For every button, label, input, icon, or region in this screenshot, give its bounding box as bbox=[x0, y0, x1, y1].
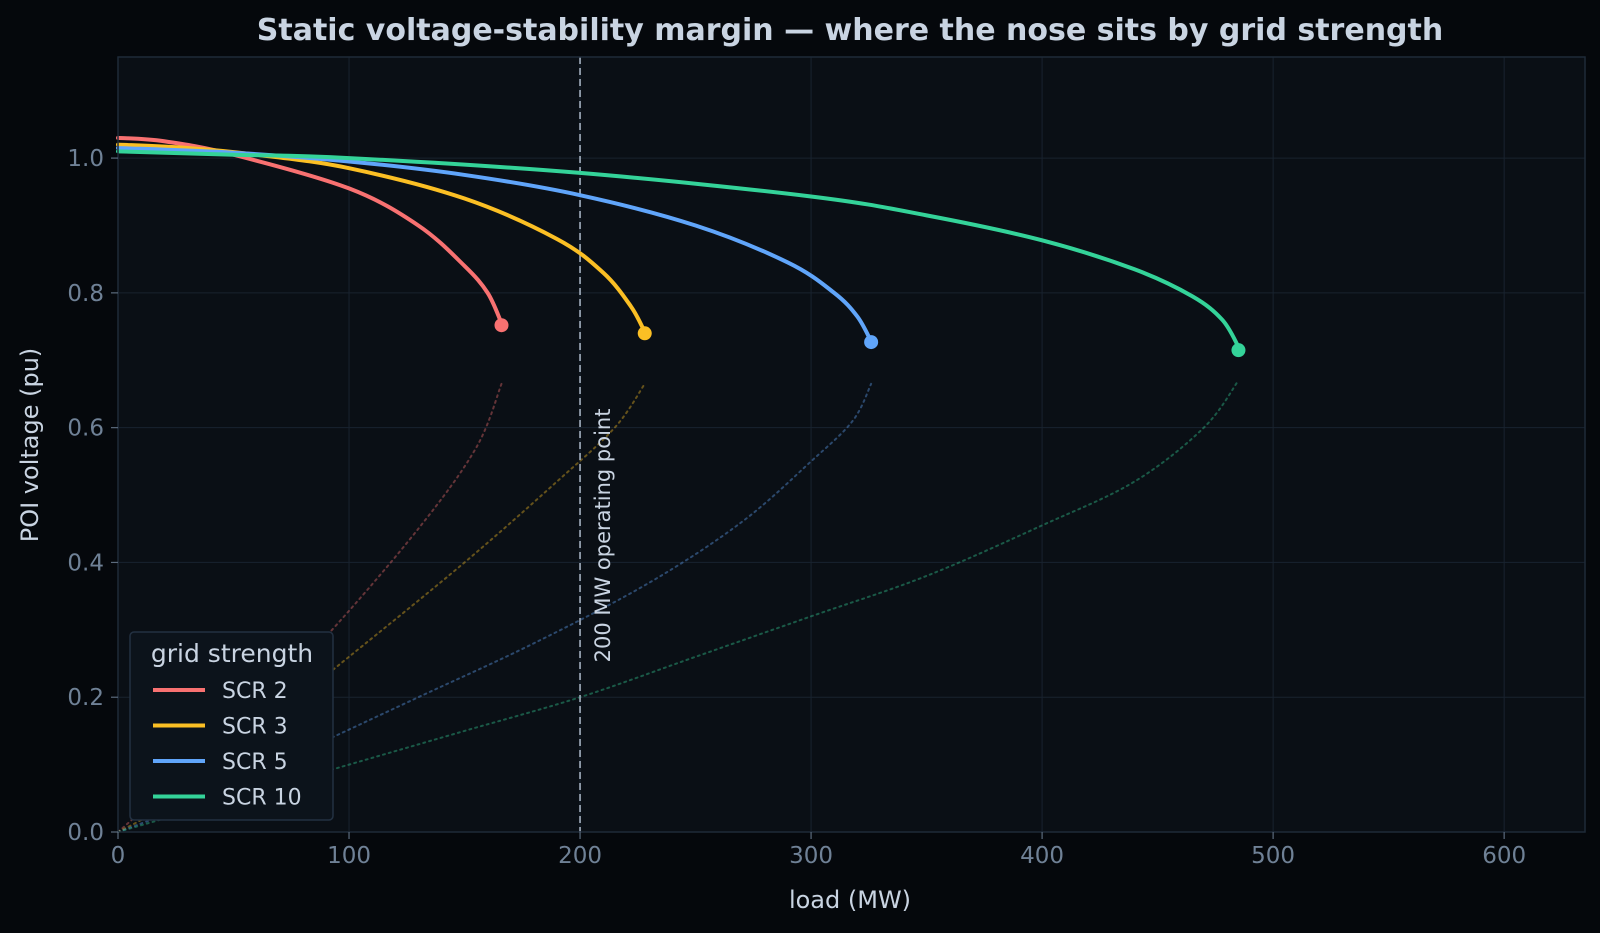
scr-2-upper-branch bbox=[116, 135, 504, 326]
scr-10-upper-branch bbox=[116, 149, 1241, 349]
scr-5-nose-point bbox=[864, 335, 879, 350]
legend-box bbox=[129, 631, 334, 821]
plot-area bbox=[118, 57, 1585, 832]
y-tick-label: 0.8 bbox=[67, 281, 104, 307]
legend-title: grid strength bbox=[151, 639, 313, 668]
y-axis-label: POI voltage (pu) bbox=[16, 348, 44, 543]
y-ticks: 0.0 0.2 0.4 0.6 0.8 1.0 bbox=[67, 146, 118, 846]
y-tick-label: 1.0 bbox=[67, 146, 104, 172]
x-tick-label: 600 bbox=[1482, 843, 1526, 869]
scr-10-legend-label: SCR 10 bbox=[222, 786, 302, 811]
x-tick-label: 200 bbox=[558, 843, 602, 869]
x-ticks: 0 100 200 300 400 500 600 bbox=[111, 832, 1526, 869]
scr-2-nose-point bbox=[494, 318, 509, 333]
scr-5-lower-branch bbox=[117, 382, 873, 833]
y-tick-label: 0.2 bbox=[67, 685, 104, 711]
scr-3-legend-label: SCR 3 bbox=[222, 715, 288, 740]
y-tick-label: 0.6 bbox=[67, 416, 104, 442]
chart-title: Static voltage-stability margin — where … bbox=[257, 13, 1443, 48]
scr-5-legend-label: SCR 5 bbox=[222, 750, 288, 775]
scr-2-legend-label: SCR 2 bbox=[222, 679, 288, 704]
x-tick-label: 0 bbox=[111, 843, 126, 869]
upper-branches bbox=[116, 135, 1241, 349]
scr-3-nose-point bbox=[637, 326, 652, 341]
scr-10-nose-point bbox=[1231, 343, 1246, 358]
x-tick-label: 100 bbox=[327, 843, 371, 869]
x-tick-label: 400 bbox=[1020, 843, 1064, 869]
legend: grid strength SCR 2 SCR 3 SCR 5 SCR 10 bbox=[129, 631, 334, 821]
operating-point-label: 200 MW operating point bbox=[591, 409, 615, 663]
x-tick-label: 500 bbox=[1251, 843, 1295, 869]
x-tick-label: 300 bbox=[789, 843, 833, 869]
scr-10-lower-branch bbox=[117, 379, 1240, 833]
x-axis-label: load (MW) bbox=[789, 886, 911, 914]
plot-frame bbox=[117, 56, 1586, 833]
nose-markers bbox=[494, 318, 1246, 358]
y-tick-label: 0.0 bbox=[67, 820, 104, 846]
y-tick-label: 0.4 bbox=[67, 550, 104, 576]
